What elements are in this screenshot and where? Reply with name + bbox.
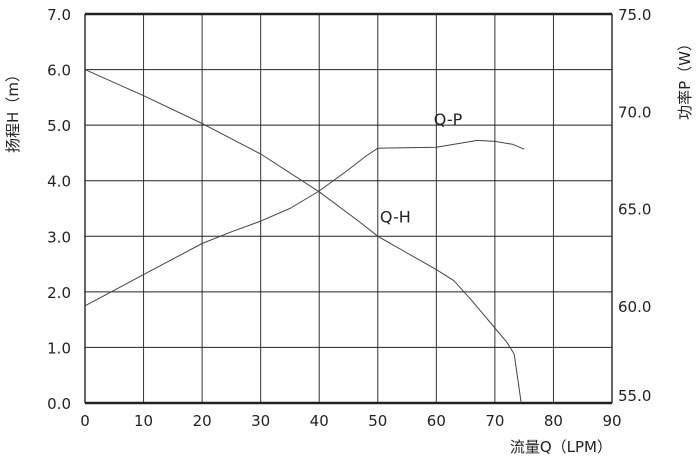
y-tick-label: 5.0 [47,117,71,135]
y2-tick-label: 55.0 [618,387,651,405]
y2-tick-label: 70.0 [618,103,651,121]
series-annotation: Q-P [434,110,463,129]
x-tick-label: 90 [602,412,621,430]
tick-labels: 0 10 20 30 40 50 60 70 80 90 0.0 1.0 2.0 3.0 4.0 5.0 6.0… [47,6,651,430]
y-tick-label: 7.0 [47,6,71,24]
x-tick-label: 0 [80,412,90,430]
x-tick-label: 30 [251,412,270,430]
y2-axis-label: 功率P（W） [676,36,694,120]
x-tick-label: 50 [368,412,387,430]
series-annotation: Q-H [380,207,411,226]
x-tick-label: 60 [427,412,446,430]
y-tick-label: 6.0 [47,62,71,80]
y-tick-label: 0.0 [47,395,71,413]
x-tick-label: 70 [485,412,504,430]
x-tick-label: 10 [134,412,153,430]
series-lines [84,69,525,404]
y-tick-label: 1.0 [47,339,71,357]
y-axis-label: 扬程H（m） [4,67,22,153]
annotations: Q-P Q-H [380,110,463,226]
y-tick-label: 2.0 [47,284,71,302]
series-line-q-p [84,139,525,307]
y-tick-label: 4.0 [47,173,71,191]
x-tick-label: 80 [544,412,563,430]
x-tick-label: 20 [193,412,212,430]
y2-tick-label: 60.0 [618,298,651,316]
y2-tick-label: 75.0 [618,6,651,24]
grid [84,12,613,405]
x-tick-label: 40 [310,412,329,430]
y-tick-label: 3.0 [47,228,71,246]
y2-tick-label: 65.0 [618,201,651,219]
x-axis-label: 流量Q（LPM） [510,438,612,456]
series-line-q-h [84,69,522,404]
